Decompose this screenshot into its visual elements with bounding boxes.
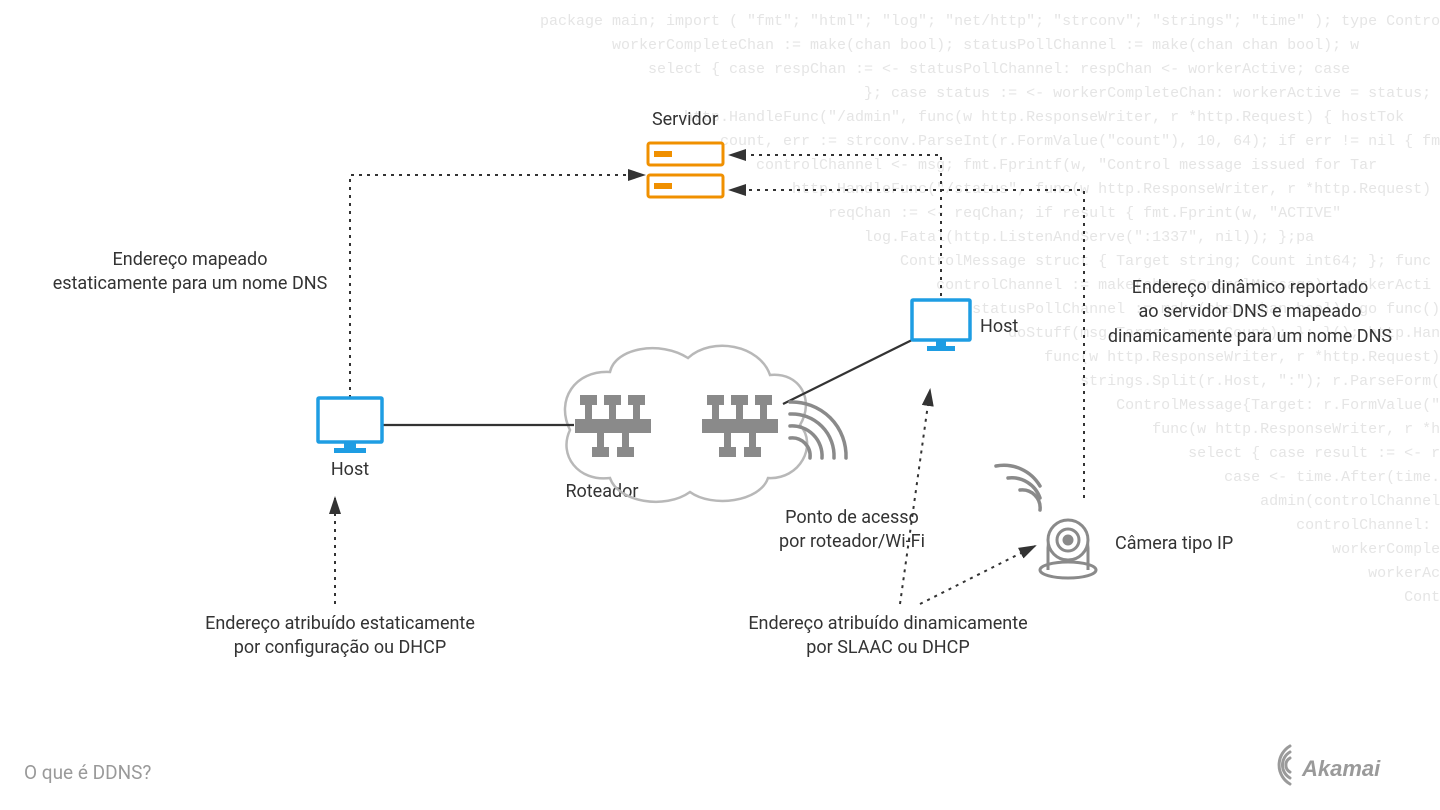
server-icon [648,143,723,197]
edge-bottom_r-host_right [900,390,930,604]
edge-camera-server [730,190,1084,498]
edge-host_left-server [350,175,644,398]
edge-bottom_r-camera [920,546,1035,604]
host-right-icon [912,300,970,351]
edge-ap-host_right [783,340,912,404]
access-point-icon [702,395,778,457]
router-icon [575,395,651,457]
diagram-canvas [0,0,1440,810]
edge-host_right-server [730,155,941,296]
edges-group [335,155,1084,604]
wifi-arcs-ap [790,402,846,458]
diagram-svg [0,0,1440,810]
host-left-icon [318,398,382,453]
wifi-arcs-camera [996,465,1040,510]
camera-icon [1040,520,1096,578]
